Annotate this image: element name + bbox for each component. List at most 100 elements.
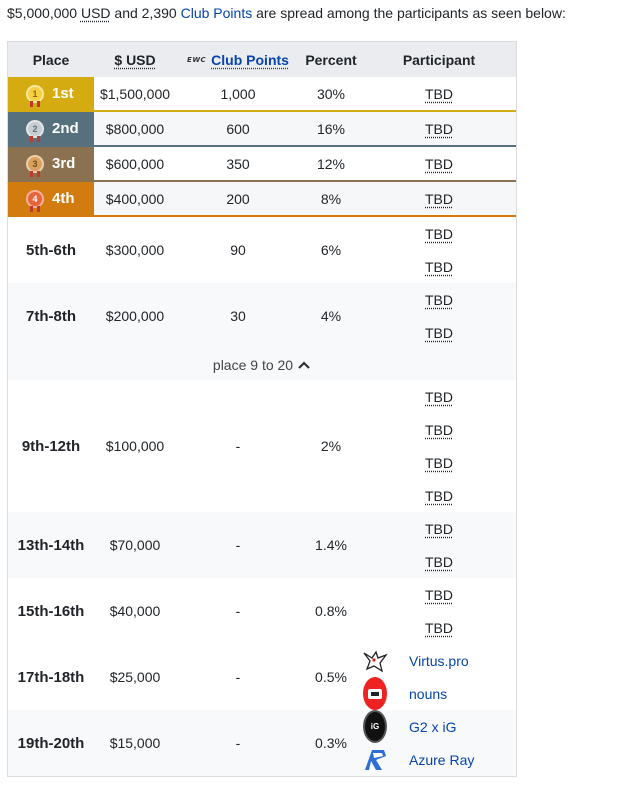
club-points-cell: - [235, 603, 241, 619]
usd-abbr[interactable]: USD [80, 5, 111, 21]
medal-icon: 1 [26, 84, 44, 107]
medal-icon: 4 [26, 189, 44, 212]
participant-tbd[interactable]: TBD [425, 258, 453, 275]
expand-toggle[interactable]: place 9 to 20 [8, 349, 516, 380]
usd-cell: $800,000 [105, 120, 165, 137]
usd-cell: $25,000 [109, 669, 161, 685]
percent-cell: 12% [316, 155, 346, 172]
participant-tbd[interactable]: TBD [425, 155, 453, 172]
participant-tbd[interactable]: TBD [425, 190, 453, 207]
percent-cell: 8% [320, 190, 342, 207]
place-cell: 2 2nd [8, 112, 94, 145]
team-name-link[interactable]: nouns [409, 685, 448, 702]
participant-tbd[interactable]: TBD [425, 553, 453, 570]
team-entry[interactable]: Virtus.pro [363, 644, 509, 677]
club-points-cell: - [235, 537, 241, 553]
team-name-link[interactable]: Virtus.pro [409, 652, 469, 669]
participant-tbd[interactable]: TBD [425, 454, 453, 471]
header-usd-label[interactable]: USD [126, 51, 156, 68]
table-row-medal: 2 2nd $800,000 600 16% TBD [8, 112, 516, 147]
medal-icon: 3 [26, 154, 44, 177]
place-cell: 17th-18th [17, 668, 85, 686]
club-points-link[interactable]: Club Points [180, 5, 253, 21]
table-row-medal: 3 3rd $600,000 350 12% TBD [8, 147, 516, 182]
percent-cell: 16% [316, 120, 346, 137]
azure-ray-logo-icon [361, 748, 389, 772]
place-cell: 4 4th [8, 182, 94, 215]
header-usd: $ USD [94, 52, 176, 68]
percent-cell: 6% [320, 242, 342, 258]
place-cell: 15th-16th [17, 602, 85, 620]
place-cell: 3 3rd [8, 147, 94, 180]
place-cell: 13th-14th [17, 536, 85, 554]
header-usd-prefix: $ [114, 51, 123, 68]
participant-tbd[interactable]: TBD [425, 520, 453, 537]
place-cell: 7th-8th [26, 307, 76, 325]
participant-slot: TBD [425, 578, 453, 611]
participant-cell: TBD [362, 86, 516, 102]
usd-cell: $100,000 [105, 438, 165, 454]
usd-cell: $15,000 [109, 735, 161, 751]
intro-rest: are spread among the participants as see… [256, 5, 566, 21]
club-points-header-link[interactable]: Club Points [211, 51, 289, 68]
header-participant: Participant [402, 51, 476, 68]
participant-tbd[interactable]: TBD [425, 388, 453, 405]
participant-list: TBD TBD [362, 217, 516, 283]
place-label: 1st [52, 85, 74, 102]
usd-cell: $600,000 [105, 155, 165, 172]
participant-tbd[interactable]: TBD [425, 324, 453, 341]
club-points-cell: - [235, 669, 241, 685]
club-points-cell: 350 [226, 155, 250, 172]
table-row: 7th-8th $200,000 30 4% TBD TBD [8, 283, 516, 349]
intro-and: and 2,390 [114, 5, 177, 21]
participant-slot: TBD [425, 250, 453, 283]
participant-slot: TBD [425, 611, 453, 644]
club-points-cell: - [235, 438, 241, 454]
participant-tbd[interactable]: TBD [425, 487, 453, 504]
participant-tbd[interactable]: TBD [425, 225, 453, 242]
toggle-label: place 9 to 20 [212, 356, 294, 373]
usd-cell: $200,000 [105, 308, 165, 324]
percent-cell: 4% [320, 308, 342, 324]
team-entry[interactable]: Azure Ray [365, 743, 509, 776]
usd-cell: $70,000 [109, 537, 161, 553]
participant-slot: TBD [425, 217, 453, 250]
medal-icon: 2 [26, 119, 44, 142]
participant-slot: TBD [425, 512, 453, 545]
team-name-link[interactable]: G2 x iG [409, 718, 457, 735]
place-label: 2nd [52, 120, 79, 137]
team-name-link[interactable]: Azure Ray [409, 751, 475, 768]
club-points-cell: 90 [230, 242, 246, 258]
participant-tbd[interactable]: TBD [425, 120, 453, 137]
percent-cell: 30% [316, 85, 346, 102]
participant-slot: TBD [425, 316, 453, 349]
ewc-logo-icon: EWC [187, 55, 207, 64]
participant-tbd[interactable]: TBD [425, 586, 453, 603]
header-place: Place [32, 51, 70, 68]
table-row-medal: 1 1st $1,500,000 1,000 30% TBD [8, 77, 516, 112]
participant-slot: TBD [425, 446, 453, 479]
place-cell: 5th-6th [26, 241, 76, 259]
participant-tbd[interactable]: TBD [425, 619, 453, 636]
team-entry[interactable]: iG G2 x iG [363, 710, 509, 743]
percent-cell: 0.8% [315, 603, 347, 619]
virtus-pro-logo-icon [361, 649, 389, 673]
usd-cell: $400,000 [105, 190, 165, 207]
participant-list: iG G2 x iG Azure Ray [362, 710, 516, 776]
nouns-logo-icon [361, 677, 389, 710]
participant-cell: TBD [362, 121, 516, 137]
participant-tbd[interactable]: TBD [425, 85, 453, 102]
percent-cell: 1.4% [315, 537, 347, 553]
participant-slot: TBD [425, 283, 453, 316]
chevron-up-icon [298, 360, 310, 369]
team-entry[interactable]: nouns [363, 677, 509, 710]
table-row: 9th-12th $100,000 - 2% TBD TBD TBD TBD [8, 380, 516, 512]
table-row: 15th-16th $40,000 - 0.8% TBD TBD [8, 578, 516, 644]
place-cell: 1 1st [8, 77, 94, 110]
percent-cell: 0.3% [315, 735, 347, 751]
place-cell: 19th-20th [17, 734, 85, 752]
usd-cell: $1,500,000 [99, 85, 171, 102]
participant-tbd[interactable]: TBD [425, 291, 453, 308]
percent-cell: 0.5% [315, 669, 347, 685]
participant-tbd[interactable]: TBD [425, 421, 453, 438]
